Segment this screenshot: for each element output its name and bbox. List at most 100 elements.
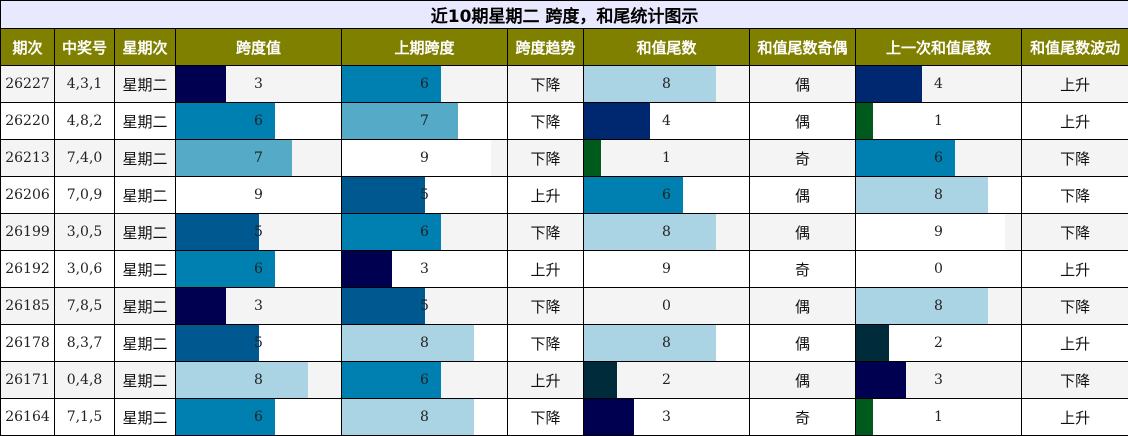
span-cell: 9	[175, 176, 342, 214]
prev-span-cell: 9	[341, 139, 508, 177]
period-cell: 26227	[0, 65, 55, 103]
parity-cell: 奇	[749, 398, 856, 436]
sum-tail-bar	[584, 362, 617, 398]
prev-sum-tail-bar	[856, 214, 1005, 250]
sum-tail-cell: 3	[583, 398, 750, 436]
prev-span-cell: 6	[341, 213, 508, 251]
prev-span-value: 6	[420, 76, 429, 92]
prev-sum-tail-bar	[856, 66, 922, 102]
prev-span-value: 8	[420, 335, 429, 351]
table-row: 26220 4,8,2 星期二 6 7 下降 4 偶 1 上升	[0, 102, 1128, 140]
span-bar	[176, 103, 275, 139]
prev-span-bar	[342, 399, 474, 435]
header-row: 期次 中奖号 星期次 跨度值 上期跨度 跨度趋势 和值尾数 和值尾数奇偶 上一次和值尾数 和值尾数…	[0, 28, 1128, 66]
prev-span-value: 6	[420, 372, 429, 388]
period-cell: 26199	[0, 213, 55, 251]
table-row: 26192 3,0,6 星期二 6 3 上升 9 奇 0 上升	[0, 250, 1128, 288]
span-cell: 6	[175, 250, 342, 288]
sum-tail-bar	[584, 214, 716, 250]
weekday-cell: 星期二	[114, 139, 176, 177]
parity-cell: 偶	[749, 65, 856, 103]
prev-span-value: 9	[420, 150, 429, 166]
prev-sum-tail-cell: 1	[855, 398, 1022, 436]
sum-tail-bar	[584, 399, 634, 435]
sum-tail-value: 8	[662, 335, 671, 351]
parity-cell: 偶	[749, 361, 856, 399]
tail-wave-cell: 上升	[1020, 398, 1128, 436]
tail-wave-cell: 上升	[1020, 250, 1128, 288]
sum-tail-cell: 4	[583, 102, 750, 140]
column-header-span-trend: 跨度趋势	[507, 28, 584, 66]
span-value: 5	[254, 224, 263, 240]
prev-sum-tail-cell: 9	[855, 213, 1022, 251]
weekday-cell: 星期二	[114, 102, 176, 140]
prev-sum-tail-value: 6	[934, 150, 943, 166]
span-bar	[176, 140, 292, 176]
prev-span-cell: 6	[341, 361, 508, 399]
prev-sum-tail-value: 9	[934, 224, 943, 240]
prev-sum-tail-bar	[856, 325, 889, 361]
weekday-cell: 星期二	[114, 361, 176, 399]
prev-sum-tail-cell: 0	[855, 250, 1022, 288]
sum-tail-value: 4	[662, 113, 671, 129]
prev-sum-tail-value: 8	[934, 187, 943, 203]
sum-tail-value: 9	[662, 261, 671, 277]
prev-span-cell: 7	[341, 102, 508, 140]
prev-sum-tail-cell: 2	[855, 324, 1022, 362]
prev-sum-tail-value: 4	[934, 76, 943, 92]
column-header-span: 跨度值	[175, 28, 342, 66]
prev-span-bar	[342, 214, 441, 250]
weekday-cell: 星期二	[114, 65, 176, 103]
sum-tail-value: 2	[662, 372, 671, 388]
table-row: 26199 3,0,5 星期二 5 6 下降 8 偶 9 下降	[0, 213, 1128, 251]
prev-span-value: 7	[420, 113, 429, 129]
prev-sum-tail-bar	[856, 362, 906, 398]
tail-wave-cell: 上升	[1020, 324, 1128, 362]
prev-sum-tail-cell: 8	[855, 287, 1022, 325]
tail-wave-cell: 下降	[1020, 176, 1128, 214]
span-bar	[176, 177, 325, 213]
span-value: 5	[254, 335, 263, 351]
prev-sum-tail-bar	[856, 399, 873, 435]
span-trend-cell: 上升	[507, 250, 584, 288]
chart-title: 近10期星期二 跨度，和尾统计图示	[0, 0, 1128, 29]
parity-cell: 偶	[749, 102, 856, 140]
prev-sum-tail-value: 2	[934, 335, 943, 351]
sum-tail-bar	[584, 177, 683, 213]
numbers-cell: 7,0,9	[54, 176, 115, 214]
span-cell: 5	[175, 213, 342, 251]
weekday-cell: 星期二	[114, 213, 176, 251]
table-row: 26178 8,3,7 星期二 5 8 下降 8 偶 2 上升	[0, 324, 1128, 362]
period-cell: 26171	[0, 361, 55, 399]
prev-span-value: 8	[420, 409, 429, 425]
span-value: 3	[254, 298, 263, 314]
numbers-cell: 0,4,8	[54, 361, 115, 399]
span-bar	[176, 362, 308, 398]
sum-tail-value: 1	[662, 150, 671, 166]
weekday-cell: 星期二	[114, 176, 176, 214]
period-cell: 26178	[0, 324, 55, 362]
prev-span-value: 5	[420, 298, 429, 314]
period-cell: 26206	[0, 176, 55, 214]
span-bar	[176, 214, 259, 250]
span-trend-cell: 下降	[507, 287, 584, 325]
prev-span-bar	[342, 140, 491, 176]
sum-tail-cell: 0	[583, 287, 750, 325]
prev-span-cell: 5	[341, 287, 508, 325]
span-trend-cell: 下降	[507, 102, 584, 140]
sum-tail-bar	[584, 140, 601, 176]
table-row: 26213 7,4,0 星期二 7 9 下降 1 奇 6 下降	[0, 139, 1128, 177]
prev-span-bar	[342, 288, 425, 324]
table-row: 26185 7,8,5 星期二 3 5 下降 0 偶 8 下降	[0, 287, 1128, 325]
sum-tail-cell: 8	[583, 324, 750, 362]
sum-tail-bar	[584, 103, 650, 139]
prev-span-value: 3	[420, 261, 429, 277]
column-header-period: 期次	[0, 28, 55, 66]
span-value: 8	[254, 372, 263, 388]
span-cell: 7	[175, 139, 342, 177]
prev-sum-tail-value: 1	[934, 409, 943, 425]
sum-tail-cell: 2	[583, 361, 750, 399]
span-bar	[176, 325, 259, 361]
tail-wave-cell: 下降	[1020, 139, 1128, 177]
